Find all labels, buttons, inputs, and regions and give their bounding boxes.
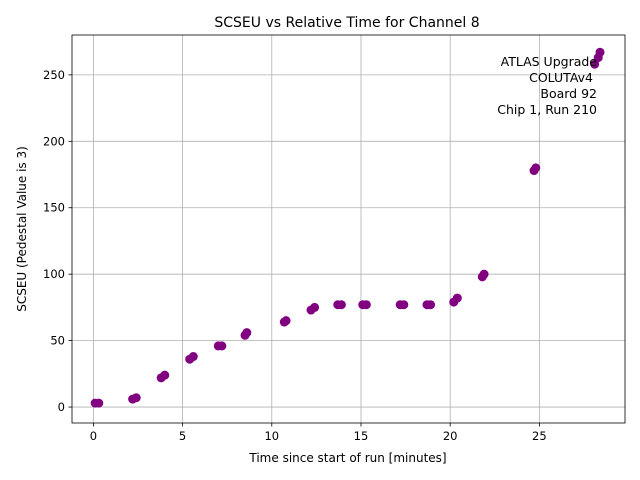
data-point — [160, 370, 170, 380]
data-point — [590, 59, 600, 69]
x-tick-label: 0 — [90, 429, 97, 443]
chart-title: SCSEU vs Relative Time for Channel 8 — [214, 15, 479, 31]
x-tick-label: 15 — [354, 429, 369, 443]
data-point — [188, 352, 198, 362]
y-tick-label: 200 — [43, 134, 65, 148]
data-point — [242, 328, 252, 338]
x-axis-ticks: 0 5 10 15 20 25 — [90, 423, 547, 443]
data-point — [310, 302, 320, 312]
data-point — [452, 293, 462, 303]
run-info-annotation: ATLAS Upgrade COLUTAv4 Board 92 Chip 1, … — [497, 54, 597, 117]
y-tick-label: 250 — [43, 68, 65, 82]
annotation-line-1: ATLAS Upgrade — [501, 54, 598, 69]
x-tick-label: 5 — [179, 429, 186, 443]
data-point — [217, 341, 227, 351]
annotation-line-4: Chip 1, Run 210 — [497, 102, 597, 117]
y-tick-label: 150 — [43, 201, 65, 215]
data-point — [531, 163, 541, 173]
y-tick-label: 0 — [58, 400, 65, 414]
annotation-line-2: COLUTAv4 — [529, 70, 593, 85]
x-tick-label: 20 — [443, 429, 458, 443]
data-point — [94, 398, 104, 408]
y-axis-ticks: 0 50 100 150 200 250 — [43, 68, 72, 414]
x-gridlines — [93, 35, 540, 423]
data-point — [595, 47, 605, 57]
x-axis-label: Time since start of run [minutes] — [248, 451, 446, 465]
data-point — [479, 269, 489, 279]
data-point — [361, 300, 371, 310]
data-points — [90, 47, 605, 408]
plot-background — [72, 35, 625, 423]
y-gridlines — [72, 74, 625, 408]
data-point — [399, 300, 409, 310]
x-tick-label: 25 — [532, 429, 547, 443]
plot-frame — [71, 34, 626, 424]
data-point — [281, 316, 291, 326]
data-point — [336, 300, 346, 310]
plot-area: 0 5 10 15 20 25 0 50 100 150 200 250 ATLAS Upgrade… — [43, 34, 626, 443]
y-tick-label: 50 — [50, 334, 65, 348]
y-tick-label: 100 — [43, 267, 65, 281]
data-point — [426, 300, 436, 310]
data-point — [131, 393, 141, 403]
annotation-line-3: Board 92 — [540, 86, 597, 101]
y-axis-label: SCSEU (Pedestal Value is 3) — [15, 146, 29, 312]
x-tick-label: 10 — [264, 429, 279, 443]
